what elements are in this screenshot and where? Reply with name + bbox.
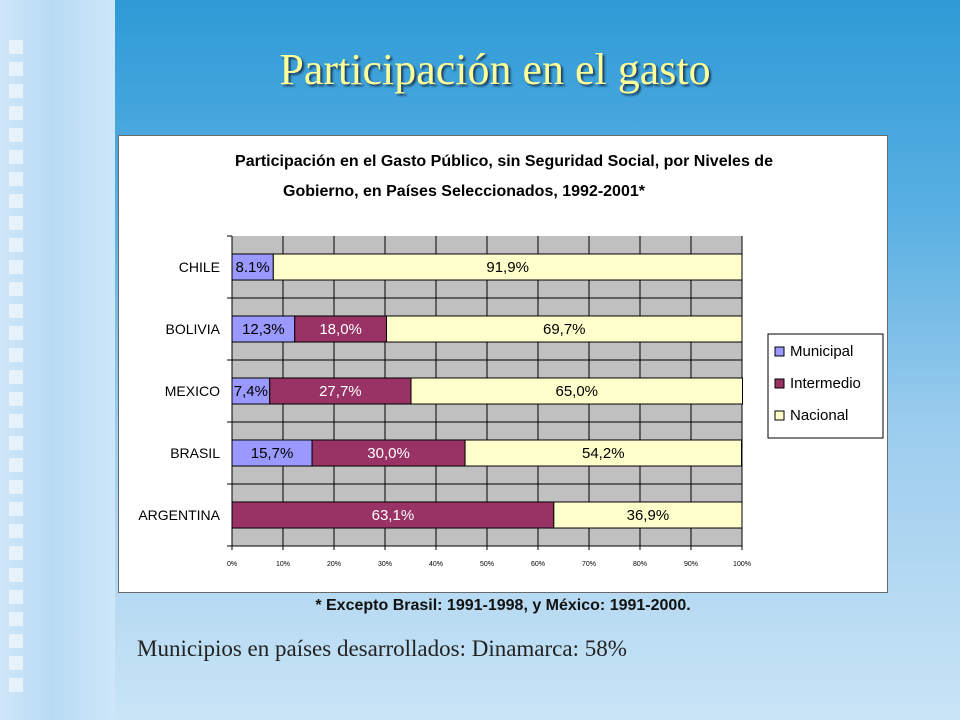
decorative-square [9,458,23,472]
decorative-square [9,502,23,516]
chart-title-line-1: Participación en el Gasto Público, sin S… [235,153,773,170]
legend-label: Nacional [790,407,848,424]
decorative-square [9,370,23,384]
decorative-square [9,194,23,208]
decorative-square [9,546,23,560]
x-tick-label: 50% [480,561,494,568]
legend-box [767,333,884,439]
decorative-square [9,678,23,692]
x-tick-label: 100% [733,561,751,568]
decorative-square [9,238,23,252]
decorative-square [9,106,23,120]
bar-value-label: 63,1% [372,507,415,524]
decorative-square [9,304,23,318]
bar-value-label: 65,0% [555,383,598,400]
chart: Participación en el Gasto Público, sin S… [138,153,884,568]
bar-segment [231,253,274,281]
legend-label: Intermedio [790,375,861,392]
legend-swatch [774,346,785,357]
decorative-square [9,216,23,230]
x-tick-label: 80% [633,561,647,568]
bar-segment [386,315,743,343]
decorative-square [9,436,23,450]
bar-segment [464,439,742,467]
decorative-square [9,150,23,164]
category-label: BOLIVIA [166,321,221,337]
bar-value-label: 12,3% [242,321,285,338]
bar-segment [553,501,743,529]
bar-segment [231,315,296,343]
category-label: ARGENTINA [138,507,220,523]
bar-value-label: 36,9% [627,507,670,524]
bar-value-label: 30,0% [367,445,410,462]
bar-segment [269,377,412,405]
bar-value-label: 27,7% [319,383,362,400]
legend-label: Municipal [790,343,853,360]
x-tick-label: 60% [531,561,545,568]
decorative-square [9,62,23,76]
decorative-square [9,40,23,54]
bottom-text: Municipios en países desarrollados: Dina… [137,636,627,661]
decorative-square [9,590,23,604]
x-tick-label: 10% [276,561,290,568]
bar-segment [231,377,271,405]
bar-segment [410,377,744,405]
legend-swatch [774,410,785,421]
bar-value-label: 15,7% [251,445,294,462]
category-label: CHILE [179,259,220,275]
decorative-square [9,612,23,626]
decorative-square [9,326,23,340]
bar-segment [231,439,313,467]
legend-swatch [774,378,785,389]
bar-value-label: 18,0% [319,321,362,338]
x-tick-label: 70% [582,561,596,568]
decorative-square [9,172,23,186]
decorative-square [9,260,23,274]
x-tick-label: 40% [429,561,443,568]
decorative-square [9,480,23,494]
x-tick-label: 20% [327,561,341,568]
decorative-strip [0,0,115,720]
bar-value-label: 7,4% [234,383,268,400]
category-label: BRASIL [170,445,220,461]
bar-value-label: 54,2% [582,445,625,462]
slide-title: Participación en el gasto [279,45,711,94]
bar-value-label: 69,7% [543,321,586,338]
footnote: * Excepto Brasil: 1991-1998, y México: 1… [315,597,691,614]
decorative-square [9,392,23,406]
decorative-square [9,634,23,648]
bar-segment [311,439,466,467]
chart-frame: Participación en el Gasto Público, sin S… [118,135,888,593]
x-tick-label: 90% [684,561,698,568]
bar-segment [272,253,743,281]
chart-title-line-2: Gobierno, en Países Seleccionados, 1992-… [283,183,646,200]
bar-segment [294,315,388,343]
decorative-square [9,524,23,538]
decorative-square [9,128,23,142]
decorative-square [9,656,23,670]
x-tick-label: 30% [378,561,392,568]
x-tick-label: 0% [227,561,237,568]
decorative-square [9,84,23,98]
bar-value-label: 8.1% [236,259,270,276]
category-label: MEXICO [165,383,220,399]
bar-segment [231,501,555,529]
decorative-square [9,414,23,428]
bar-value-label: 91,9% [486,259,529,276]
decorative-square [9,348,23,362]
decorative-square [9,282,23,296]
decorative-square [9,568,23,582]
